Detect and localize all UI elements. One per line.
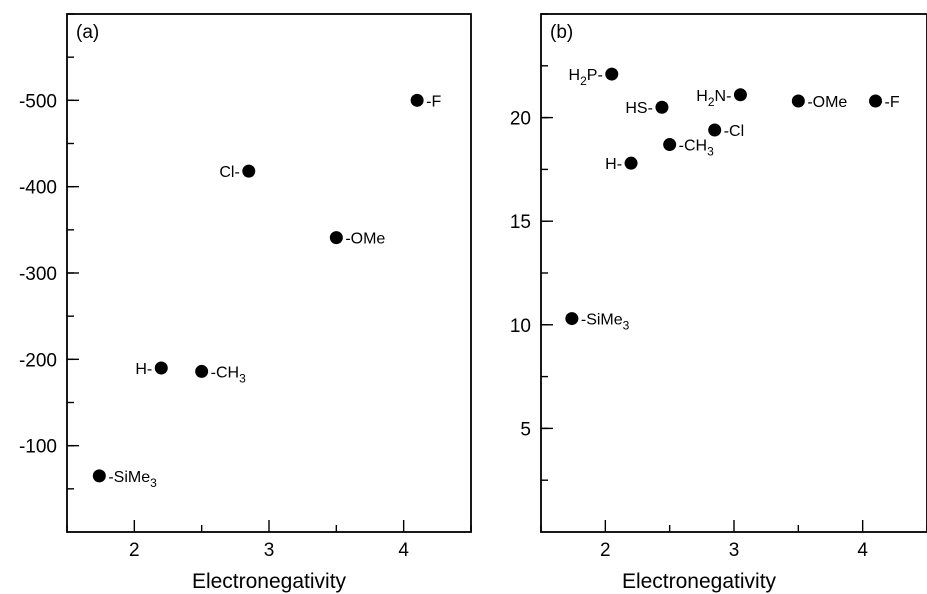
panel-label: (b)	[550, 22, 573, 43]
data-point	[869, 94, 883, 108]
y-tick-label: -100	[19, 437, 57, 458]
y-tick-label: 5	[520, 419, 531, 440]
y-tick-label: -400	[19, 178, 57, 199]
point-label: -SiMe3​	[108, 469, 157, 490]
data-point	[565, 312, 579, 326]
point-label: -F	[885, 94, 900, 111]
plot-frame	[66, 13, 472, 533]
y-tick-label: -300	[19, 264, 57, 285]
data-point	[195, 364, 209, 378]
point-label: H2​N-	[696, 88, 731, 109]
data-point	[605, 67, 619, 81]
x-tick-label: 4	[857, 540, 868, 561]
point-label: H2​P-	[569, 67, 603, 88]
y-tick-label: 15	[510, 212, 531, 233]
data-point	[242, 164, 256, 178]
point-label: -OMe	[345, 231, 385, 248]
data-point	[791, 94, 805, 108]
point-label: HS-	[625, 100, 653, 117]
data-point	[154, 361, 168, 375]
x-tick-label: 3	[264, 540, 275, 561]
data-point	[733, 88, 747, 102]
point-label: -CH3​	[211, 364, 246, 385]
point-label: -F	[426, 93, 441, 110]
panel-b: 5 10 15 20 2 3 4 Electronegativity (b) H2​P- H2​N-…	[510, 13, 927, 593]
data-point	[624, 156, 638, 170]
y-tick-label: -500	[19, 91, 57, 112]
data-point	[92, 469, 106, 483]
x-tick-label: 2	[129, 540, 140, 561]
panel-a: -100 -200 -300 -400 -500 2 3 4 Electronegativity…	[19, 13, 472, 593]
point-label: H-	[135, 361, 152, 378]
point-label: -Cl	[724, 123, 744, 140]
y-tick-label: 20	[510, 109, 531, 130]
data-point	[663, 138, 677, 152]
y-tick-label: -200	[19, 350, 57, 371]
x-axis-label: Electronegativity	[192, 570, 347, 593]
point-label: Cl-	[219, 164, 239, 181]
x-tick-label: 2	[600, 540, 611, 561]
y-tick-label: 10	[510, 316, 531, 337]
data-point	[708, 123, 722, 137]
point-label: -CH3​	[679, 138, 714, 159]
plot-frame	[540, 13, 927, 533]
x-tick-label: 3	[729, 540, 740, 561]
x-tick-label: 4	[398, 540, 409, 561]
point-label: H-	[605, 156, 622, 173]
data-point	[410, 93, 424, 107]
point-label: -SiMe3​	[581, 312, 630, 333]
x-axis-label: Electronegativity	[622, 570, 777, 593]
data-point	[655, 100, 669, 114]
data-point	[329, 231, 343, 245]
panel-label: (a)	[76, 22, 99, 43]
point-label: -OMe	[807, 94, 847, 111]
